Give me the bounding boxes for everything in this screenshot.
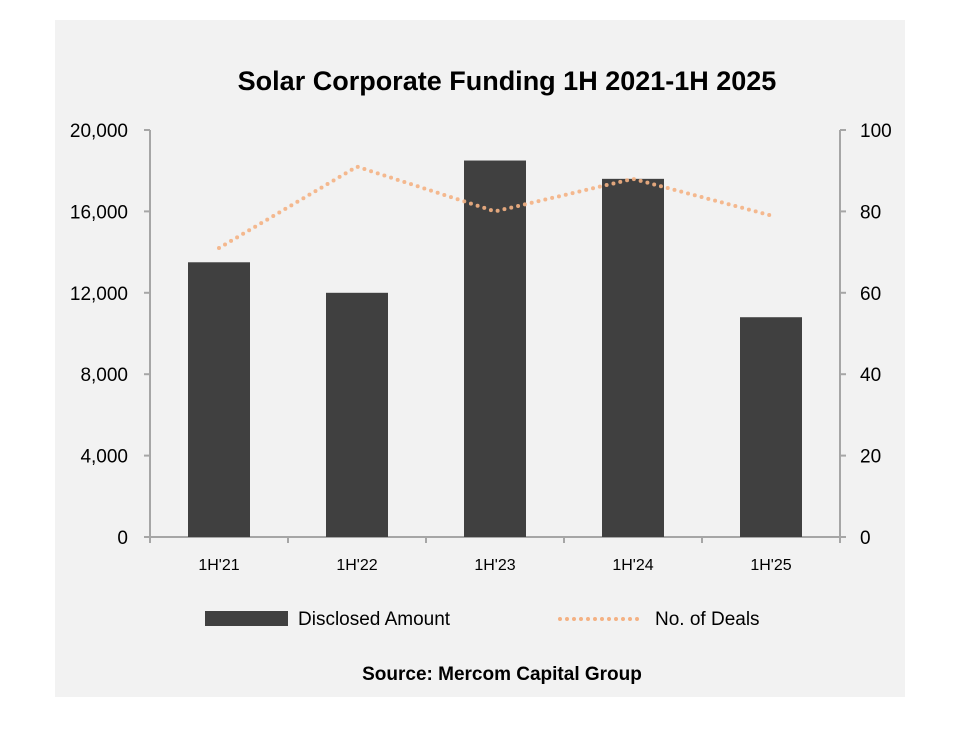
x-tick-label: 1H'22 (336, 557, 377, 574)
chart-title: Solar Corporate Funding 1H 2021-1H 2025 (238, 66, 777, 96)
right-tick-label: 40 (860, 365, 881, 386)
source-note: Source: Mercom Capital Group (362, 664, 642, 685)
bar-1H'21 (188, 262, 250, 537)
bar-1H'24 (602, 178, 664, 537)
left-tick-label: 20,000 (70, 121, 128, 142)
legend-swatch-disclosed-amount (205, 611, 288, 626)
x-tick-label: 1H'23 (474, 557, 515, 574)
bar-1H'23 (464, 160, 526, 537)
right-tick-label: 100 (860, 121, 892, 142)
left-tick-label: 4,000 (80, 447, 128, 468)
legend-label-disclosed-amount: Disclosed Amount (298, 609, 451, 630)
right-tick-label: 20 (860, 447, 881, 468)
x-tick-label: 1H'25 (750, 557, 791, 574)
bar-1H'22 (326, 292, 388, 537)
left-tick-label: 12,000 (70, 284, 128, 305)
legend-label-deals: No. of Deals (655, 609, 760, 630)
right-tick-label: 60 (860, 284, 881, 305)
left-tick-label: 8,000 (80, 365, 128, 386)
left-tick-label: 16,000 (70, 202, 128, 223)
x-tick-label: 1H'21 (198, 557, 239, 574)
deals-line (217, 164, 773, 251)
right-tick-label: 80 (860, 202, 881, 223)
bar-1H'25 (740, 317, 802, 537)
x-tick-label: 1H'24 (612, 557, 653, 574)
left-tick-label: 0 (117, 528, 128, 549)
right-tick-label: 0 (860, 528, 871, 549)
